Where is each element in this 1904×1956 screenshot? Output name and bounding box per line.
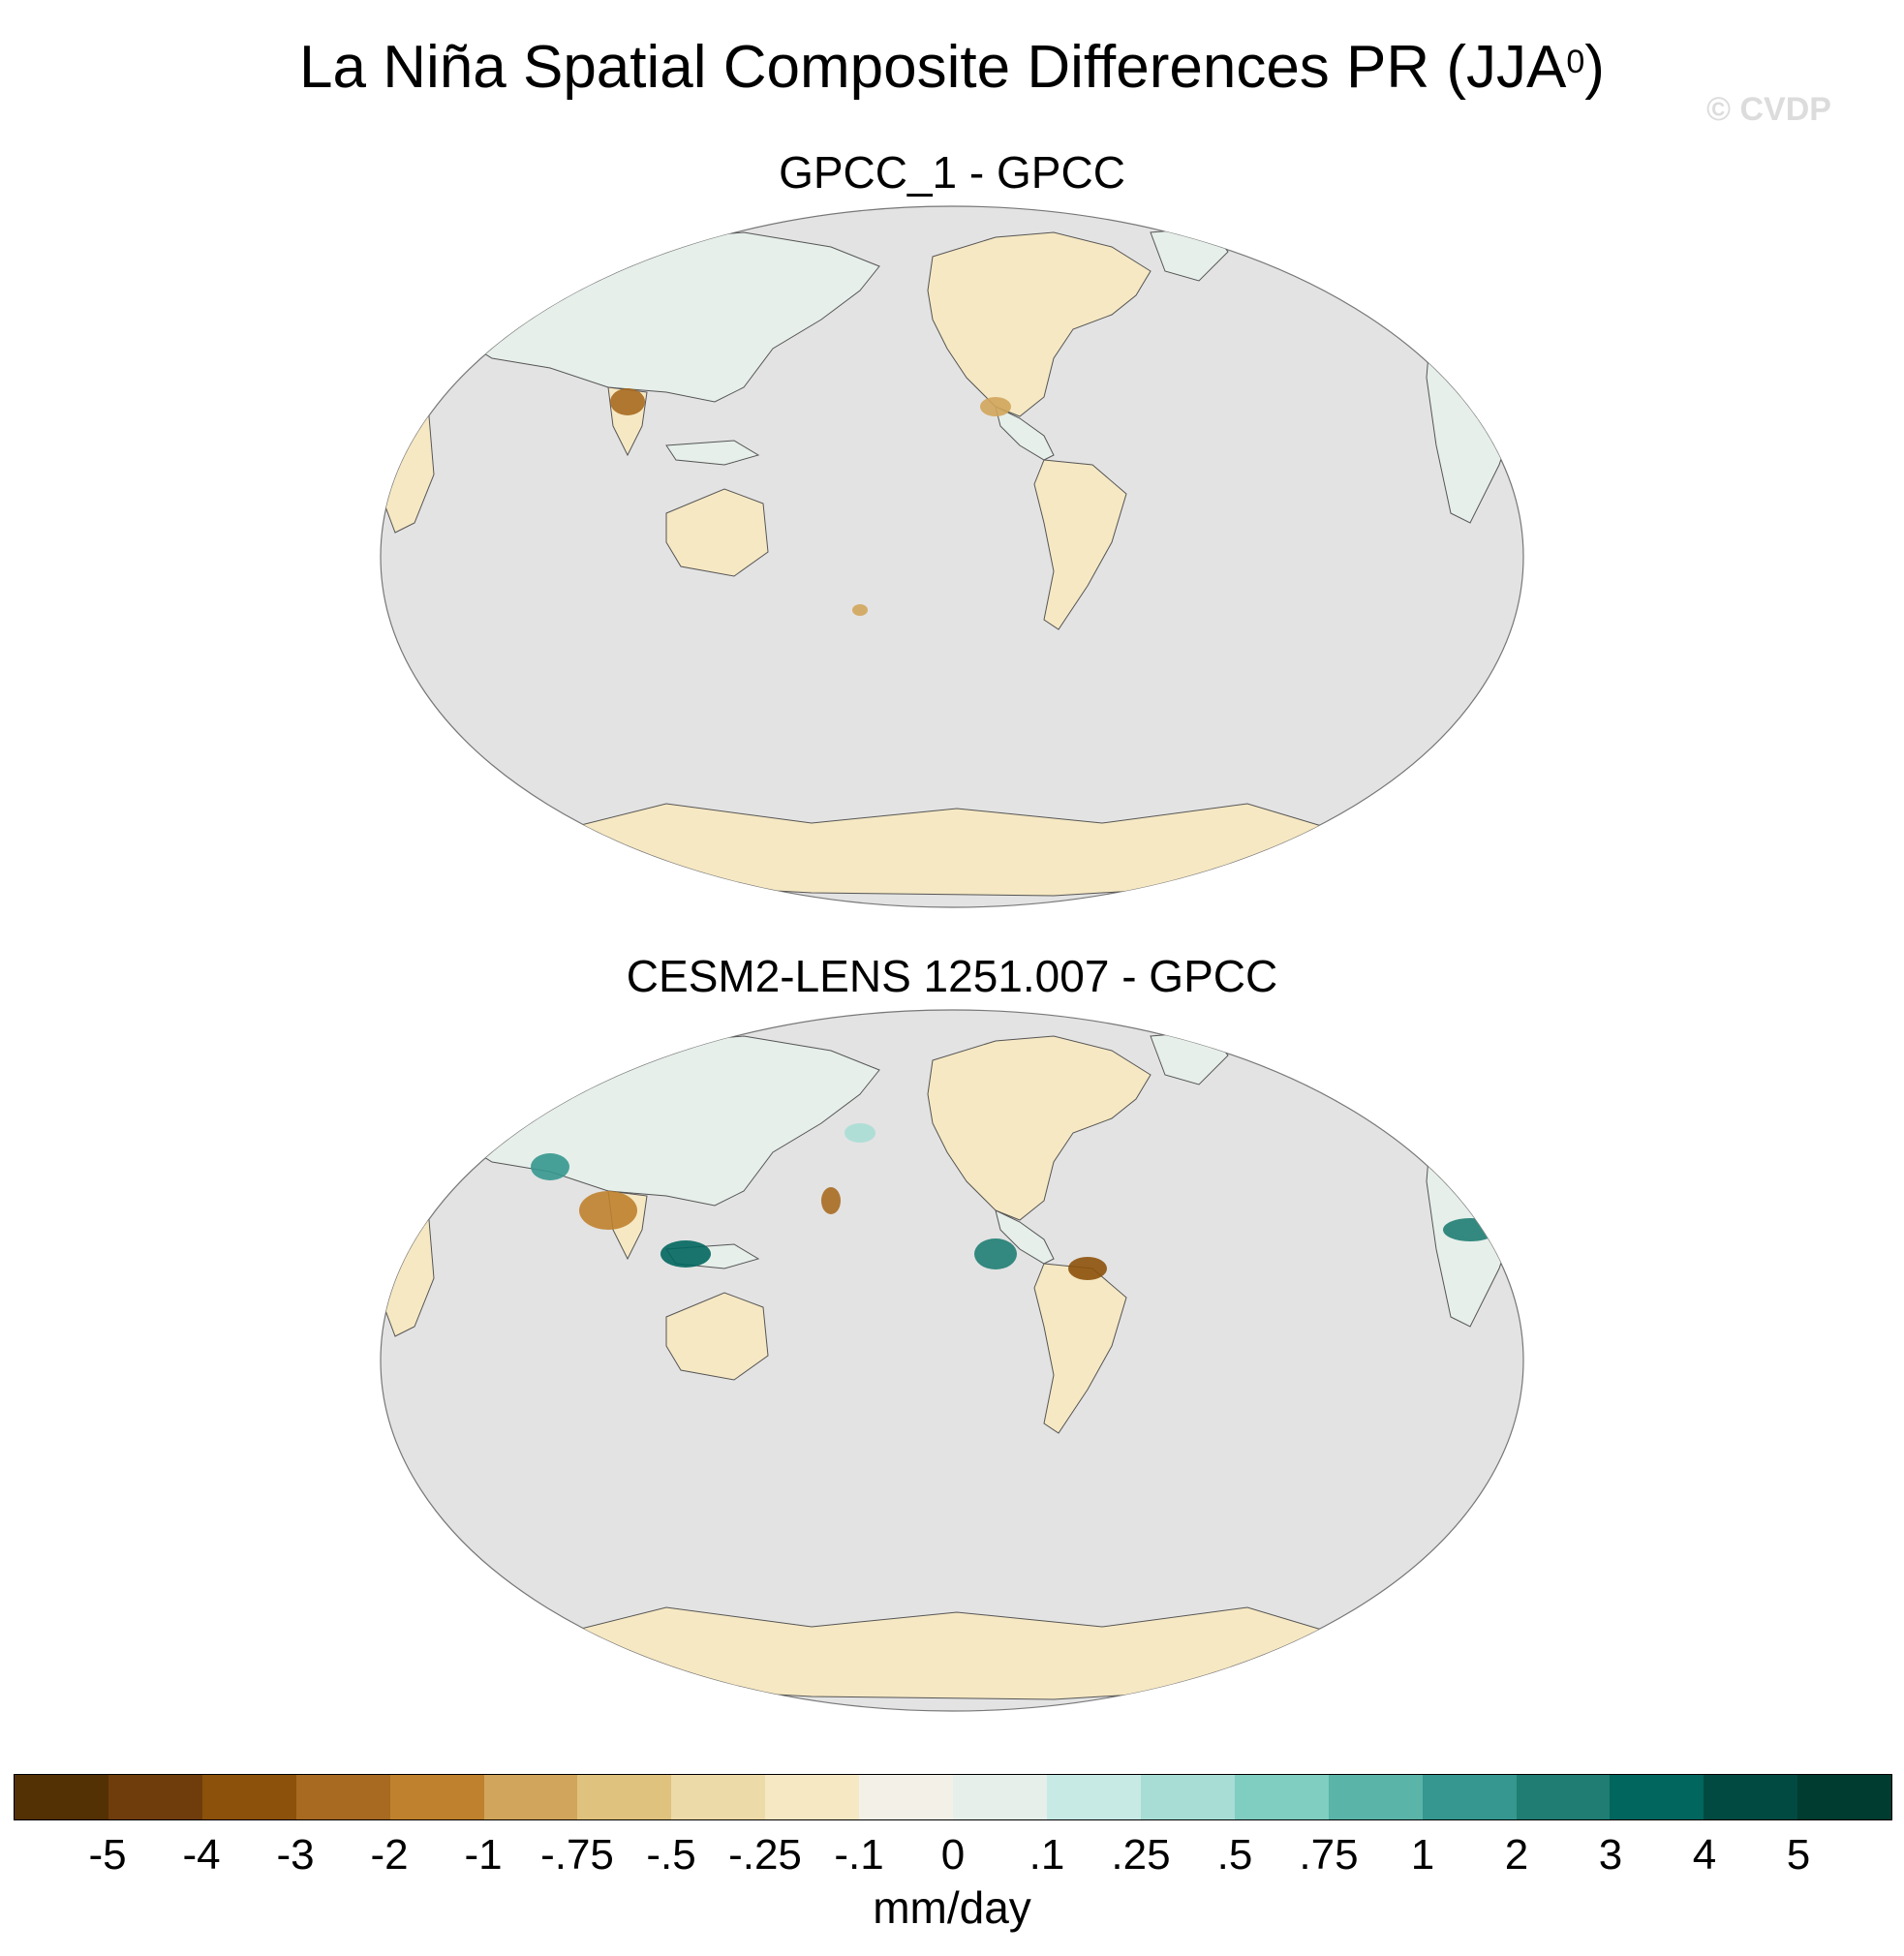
colorbar-tick-label: 2 xyxy=(1504,1831,1529,1879)
colorbar-swatch xyxy=(953,1775,1047,1819)
colorbar-swatch xyxy=(389,1775,484,1819)
colorbar-tick-label: -.75 xyxy=(540,1831,614,1879)
australia-landmass xyxy=(665,1292,769,1381)
colorbar-tick-label: 1 xyxy=(1410,1831,1435,1879)
south-america-landmass xyxy=(1033,1263,1127,1434)
colorbar-swatch xyxy=(577,1775,672,1819)
australia-landmass xyxy=(665,488,769,577)
colorbar-tick-label: .75 xyxy=(1299,1831,1359,1879)
map-panel-2 xyxy=(380,1009,1524,1712)
title-superscript: 0 xyxy=(1566,44,1585,80)
anomaly-patch xyxy=(1443,1218,1497,1241)
panel-1-title: GPCC_1 - GPCC xyxy=(779,147,1125,198)
colorbar-swatch xyxy=(1140,1775,1235,1819)
colorbar-tick-label: -2 xyxy=(370,1831,409,1879)
colorbar-tick-label: -1 xyxy=(464,1831,503,1879)
colorbar-tick-label: -.25 xyxy=(728,1831,802,1879)
colorbar-swatch xyxy=(859,1775,954,1819)
watermark: © CVDP xyxy=(1706,91,1831,128)
colorbar-swatch xyxy=(765,1775,860,1819)
colorbar-swatch xyxy=(1516,1775,1611,1819)
anomaly-patch xyxy=(1068,1257,1107,1280)
colorbar-tick-label: -4 xyxy=(182,1831,221,1879)
north-america-landmass xyxy=(927,1035,1152,1221)
colorbar-swatch xyxy=(671,1775,766,1819)
colorbar-swatch xyxy=(1797,1775,1892,1819)
anomaly-patch xyxy=(852,604,868,616)
colorbar-swatch xyxy=(201,1775,296,1819)
colorbar-tick-label: 4 xyxy=(1692,1831,1717,1879)
antarctica-landmass xyxy=(549,803,1345,897)
central-america-landmass xyxy=(995,1209,1055,1265)
colorbar-swatch xyxy=(15,1775,108,1819)
title-close: ) xyxy=(1584,34,1605,101)
colorbar-tick-label: .1 xyxy=(1029,1831,1065,1879)
colorbar-swatch xyxy=(295,1775,390,1819)
colorbar-tick-label: .5 xyxy=(1216,1831,1253,1879)
colorbar-units-label: mm/day xyxy=(873,1882,1031,1933)
figure-title: La Niña Spatial Composite Differences PR… xyxy=(0,29,1904,107)
colorbar-tick-label: 0 xyxy=(940,1831,966,1879)
colorbar-swatch xyxy=(1704,1775,1798,1819)
colorbar-swatch xyxy=(1422,1775,1517,1819)
colorbar-swatch xyxy=(107,1775,202,1819)
colorbar-tick-label: -5 xyxy=(88,1831,127,1879)
anomaly-patch xyxy=(821,1187,841,1214)
colorbar-swatch xyxy=(1328,1775,1423,1819)
north-america-landmass xyxy=(927,231,1152,417)
anomaly-patch xyxy=(531,1153,569,1180)
antarctica-landmass xyxy=(549,1606,1345,1700)
anomaly-patch xyxy=(845,1123,875,1143)
anomaly-patch xyxy=(610,388,645,415)
colorbar-tick-label: .25 xyxy=(1111,1831,1171,1879)
colorbar xyxy=(14,1774,1892,1820)
colorbar-swatch xyxy=(1610,1775,1704,1819)
central-america-landmass xyxy=(995,406,1055,461)
colorbar-swatch xyxy=(483,1775,578,1819)
anomaly-patch xyxy=(974,1238,1017,1269)
colorbar-tick-label: 3 xyxy=(1598,1831,1623,1879)
anomaly-patch xyxy=(980,397,1011,416)
south-america-landmass xyxy=(1033,459,1127,630)
colorbar-swatch xyxy=(1046,1775,1141,1819)
colorbar-tick-label: -.5 xyxy=(646,1831,696,1879)
title-text: La Niña Spatial Composite Differences PR… xyxy=(299,34,1567,101)
map-panel-1 xyxy=(380,205,1524,908)
anomaly-patch xyxy=(660,1240,711,1268)
colorbar-tick-labels: -5 -4 -3 -2 -1 -.75 -.5 -.25 -.1 0 .1 .25 .5 .75 1 2 3 4 5 xyxy=(0,1830,1904,1888)
colorbar-tick-label: -3 xyxy=(276,1831,315,1879)
panel-2-title: CESM2-LENS 1251.007 - GPCC xyxy=(626,951,1278,1001)
colorbar-tick-label: 5 xyxy=(1786,1831,1811,1879)
colorbar-swatch xyxy=(1234,1775,1329,1819)
colorbar-tick-label: -.1 xyxy=(834,1831,884,1879)
indonesia-landmass xyxy=(665,440,760,466)
anomaly-patch xyxy=(579,1191,637,1230)
